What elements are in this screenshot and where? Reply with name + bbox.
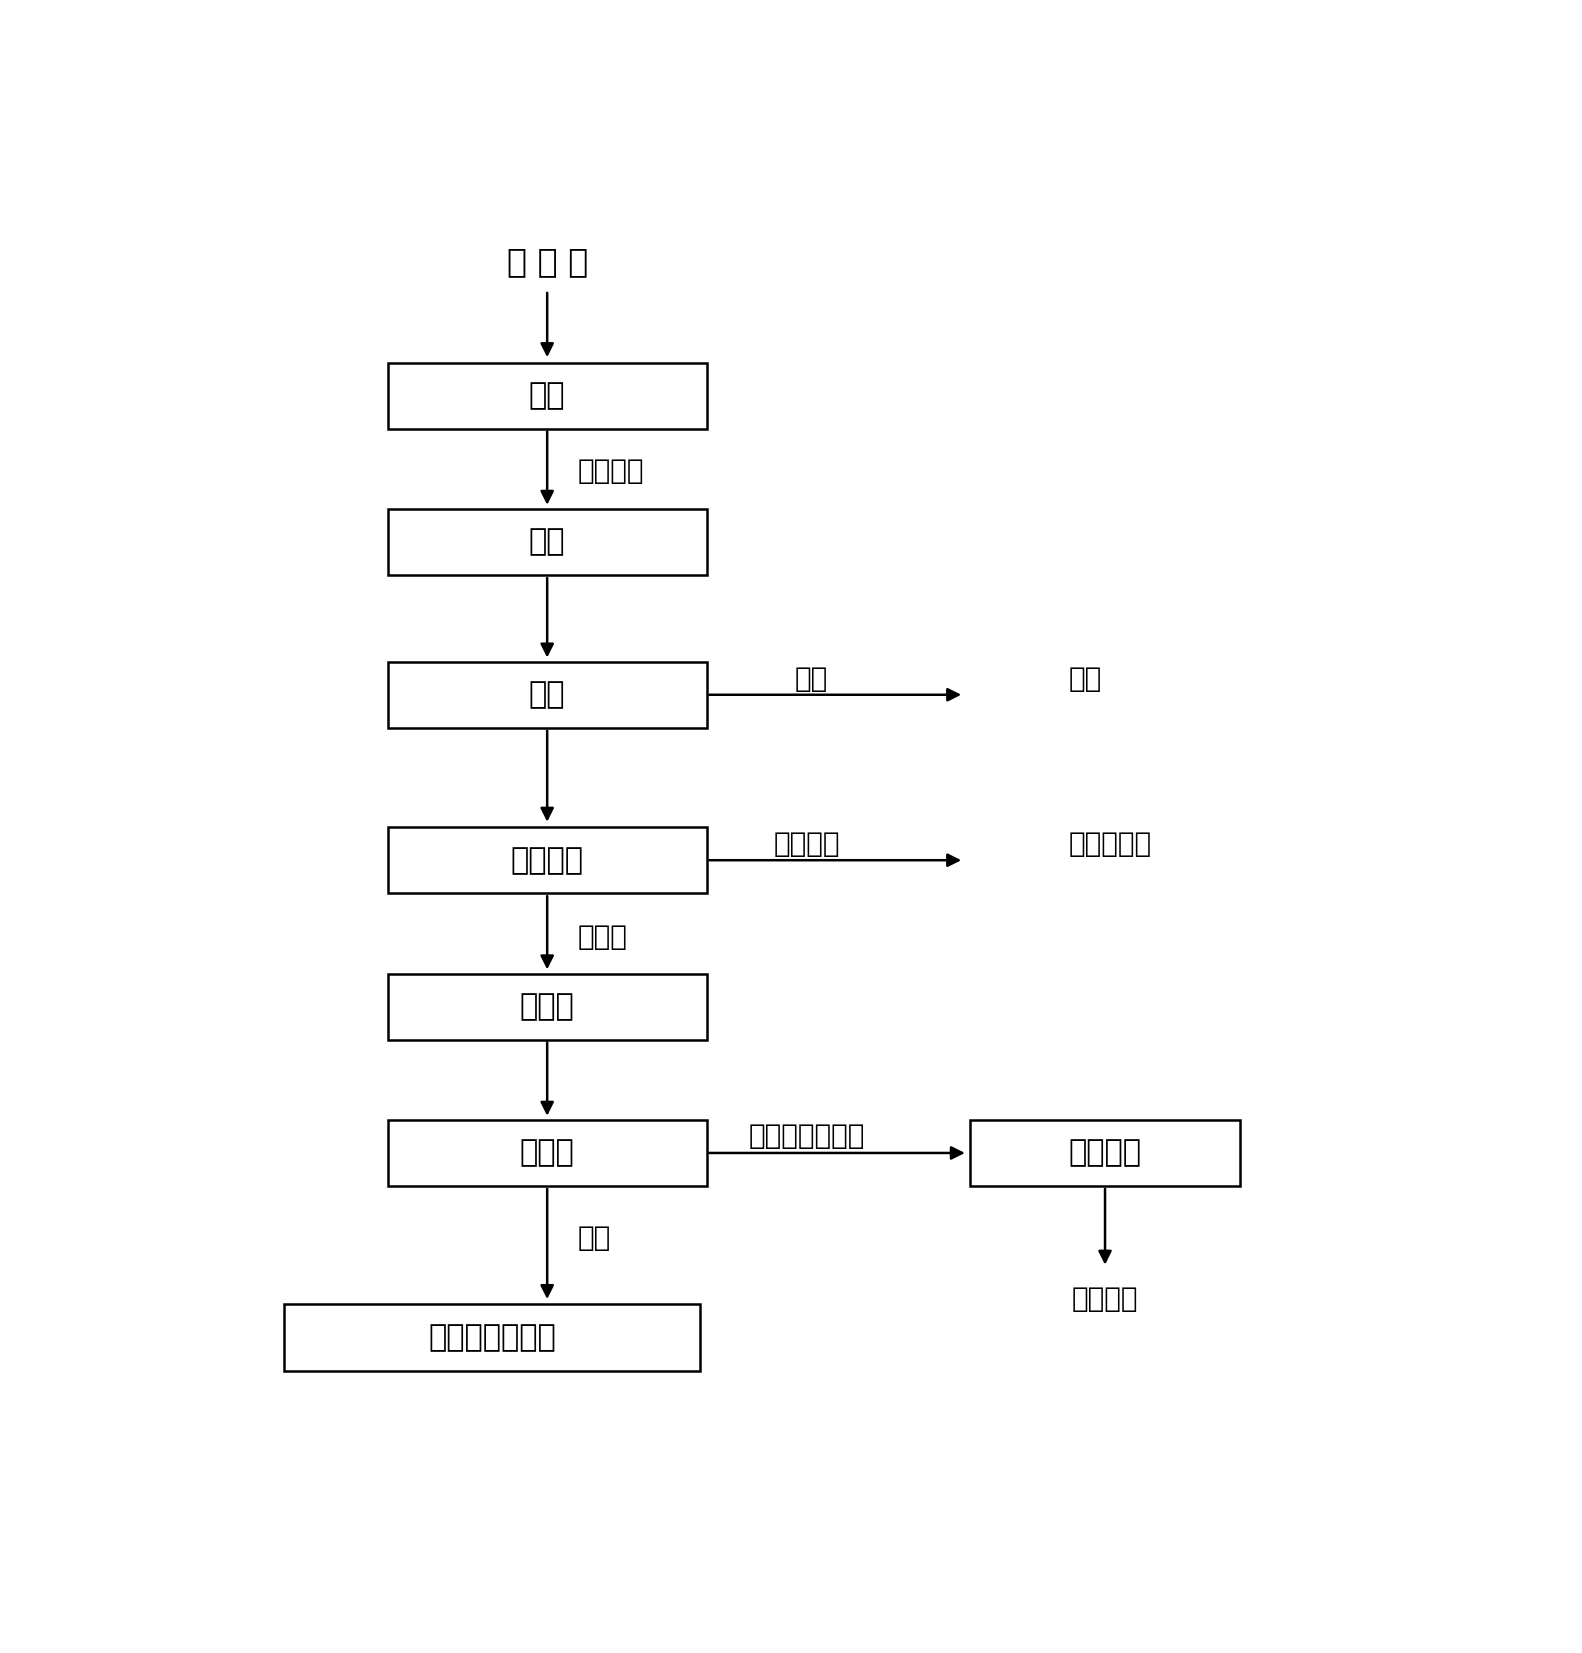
Bar [283, 1304, 701, 1370]
Text: 分离膜: 分离膜 [520, 1139, 574, 1167]
Text: 水，加热: 水，加热 [577, 456, 644, 484]
Text: 粉碎: 粉碎 [528, 382, 565, 410]
Bar [388, 661, 707, 727]
Bar [388, 362, 707, 428]
Text: 提取: 提取 [528, 527, 565, 557]
Text: 环保无污染处理: 环保无污染处理 [429, 1322, 555, 1352]
Text: 多糖产品: 多糖产品 [1071, 1286, 1139, 1314]
Bar [388, 1119, 707, 1187]
Text: 酒精洗脱: 酒精洗脱 [774, 830, 840, 858]
Bar [970, 1119, 1240, 1187]
Text: 果渣: 果渣 [794, 666, 827, 694]
Bar [388, 826, 707, 893]
Text: 过滤: 过滤 [528, 681, 565, 709]
Text: 乙醇沉淀: 乙醇沉淀 [1068, 1139, 1142, 1167]
Text: 多糖、蛋白质等: 多糖、蛋白质等 [748, 1122, 865, 1150]
Text: 压力泵: 压力泵 [520, 992, 574, 1022]
Text: 大孔树脂: 大孔树脂 [511, 846, 584, 874]
Text: 罗 汉 果: 罗 汉 果 [506, 246, 589, 278]
Bar [388, 509, 707, 575]
Text: 罗汉果甜甙: 罗汉果甜甙 [1068, 830, 1152, 858]
Text: 废液: 废液 [577, 1225, 611, 1253]
Bar [388, 974, 707, 1040]
Text: 废弃: 废弃 [1068, 666, 1101, 694]
Text: 漏出液: 漏出液 [577, 922, 628, 950]
